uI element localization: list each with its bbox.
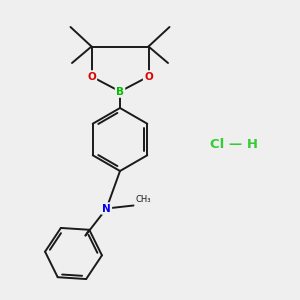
Text: B: B [116, 86, 124, 97]
Text: N: N [102, 203, 111, 214]
Text: CH₃: CH₃ [135, 195, 151, 204]
Text: Cl — H: Cl — H [210, 137, 258, 151]
Text: O: O [87, 71, 96, 82]
Text: O: O [144, 71, 153, 82]
